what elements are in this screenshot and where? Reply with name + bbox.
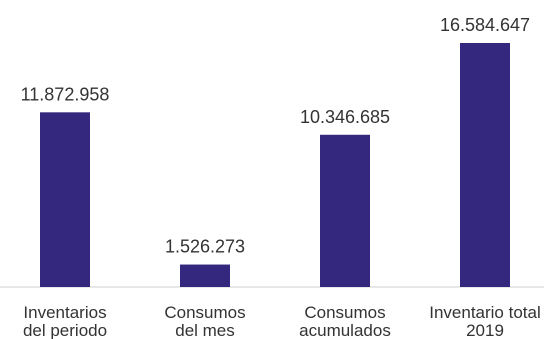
category-label-4: Inventario total 2019 [429, 303, 541, 339]
category-label-line: Consumos [304, 303, 385, 322]
category-label-1: Inventarios del periodo [23, 303, 107, 339]
data-label-4: 16.584.647 [440, 15, 530, 35]
category-label-line: del periodo [23, 321, 107, 339]
data-label-2: 1.526.273 [165, 237, 245, 257]
bar-4 [460, 43, 510, 287]
category-label-line: acumulados [299, 321, 391, 339]
data-label-3: 10.346.685 [300, 107, 390, 127]
bar-1 [40, 112, 90, 287]
bar-2 [180, 264, 230, 287]
category-label-2: Consumos del mes [164, 303, 245, 339]
bar-3 [320, 134, 370, 287]
bars-group [40, 43, 510, 287]
category-label-line: 2019 [466, 321, 504, 339]
category-label-line: Consumos [164, 303, 245, 322]
data-labels-group: 11.872.958 1.526.273 10.346.685 16.584.647 [21, 15, 530, 257]
category-label-3: Consumos acumulados [299, 303, 391, 339]
category-label-line: Inventarios [23, 303, 106, 322]
category-label-line: Inventario total [429, 303, 541, 322]
category-label-line: del mes [175, 321, 235, 339]
data-label-1: 11.872.958 [21, 84, 110, 104]
